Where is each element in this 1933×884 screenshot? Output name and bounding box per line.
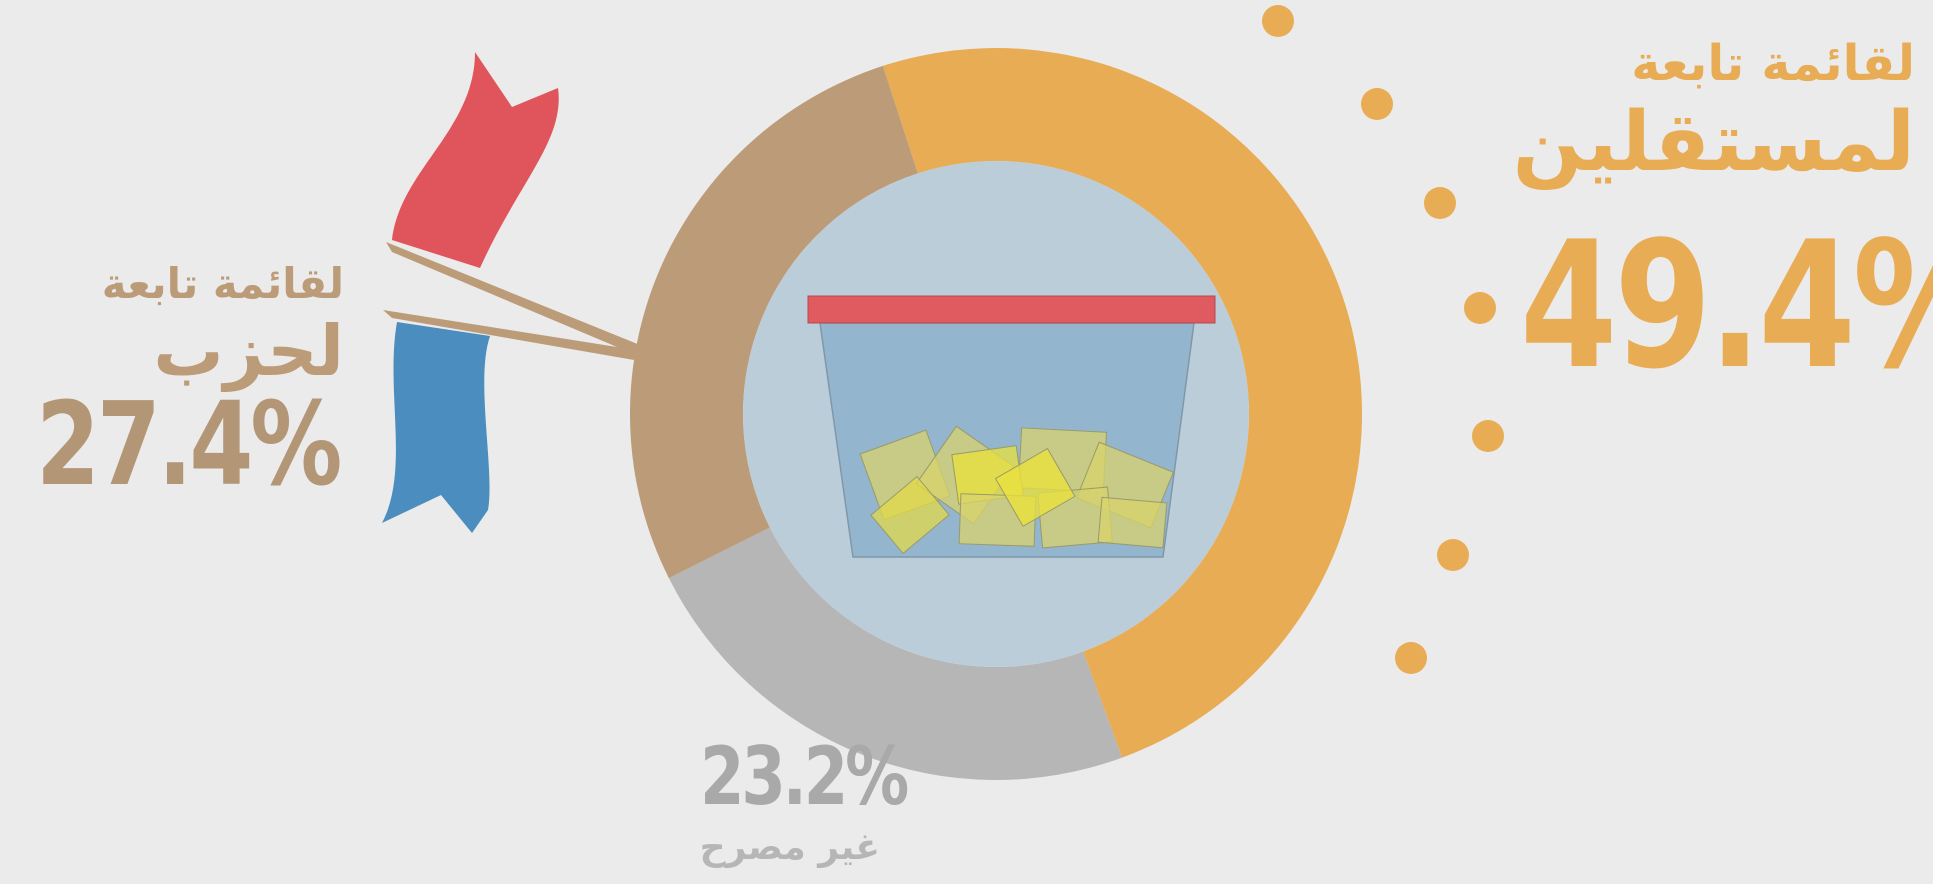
donut	[629, 47, 1363, 780]
flag	[382, 52, 640, 533]
value-label: 23.2%	[700, 730, 909, 823]
category-label: لقائمة تابعة لحزب	[101, 259, 344, 392]
value-label: 27.4%	[36, 378, 342, 512]
people	[1262, 5, 1504, 674]
pie-segment	[668, 527, 1123, 780]
category-label: لقائمة تابعة لمستقلين	[1512, 34, 1915, 191]
ballot-box	[807, 295, 1216, 558]
category-label: غير مصرح	[699, 827, 880, 868]
pie-segment	[629, 65, 918, 579]
pie-segment	[882, 47, 1363, 758]
value-label: 49.4%	[1520, 205, 1933, 408]
